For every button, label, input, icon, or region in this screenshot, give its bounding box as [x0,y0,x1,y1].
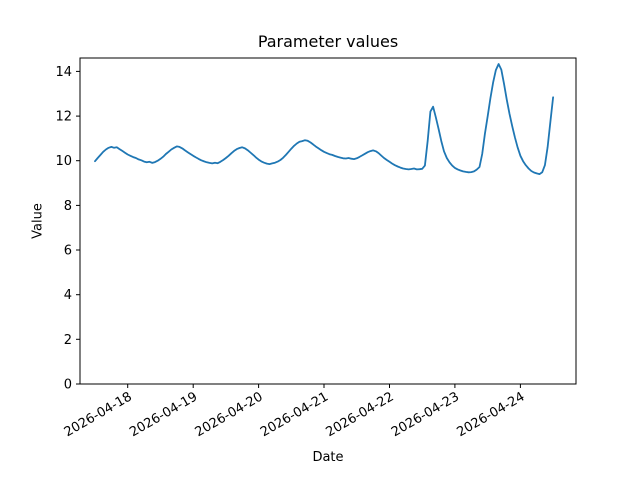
x-tick-label: 2026-04-22 [324,389,397,440]
x-tick-label: 2026-04-24 [454,389,527,440]
y-tick-label: 4 [64,288,72,303]
series-line [94,63,554,176]
y-tick-label: 12 [55,110,72,125]
y-tick-label: 8 [64,199,72,214]
x-tick-label: 2026-04-23 [389,389,462,440]
x-tick-label: 2026-04-20 [193,389,266,440]
y-tick-label: 10 [55,154,72,169]
axes-frame [79,57,577,385]
chart-title: Parameter values [257,32,399,51]
x-tick-label: 2026-04-21 [258,389,331,440]
y-tick-label: 14 [55,65,72,80]
y-tick-label: 0 [64,378,72,393]
y-tick-label: 6 [64,244,72,259]
x-tick-label: 2026-04-19 [127,389,200,440]
x-tick-label: 2026-04-18 [62,389,135,440]
y-tick-label: 2 [64,333,72,348]
y-axis-label: Value [30,203,46,239]
x-axis-label: Date [312,450,344,465]
